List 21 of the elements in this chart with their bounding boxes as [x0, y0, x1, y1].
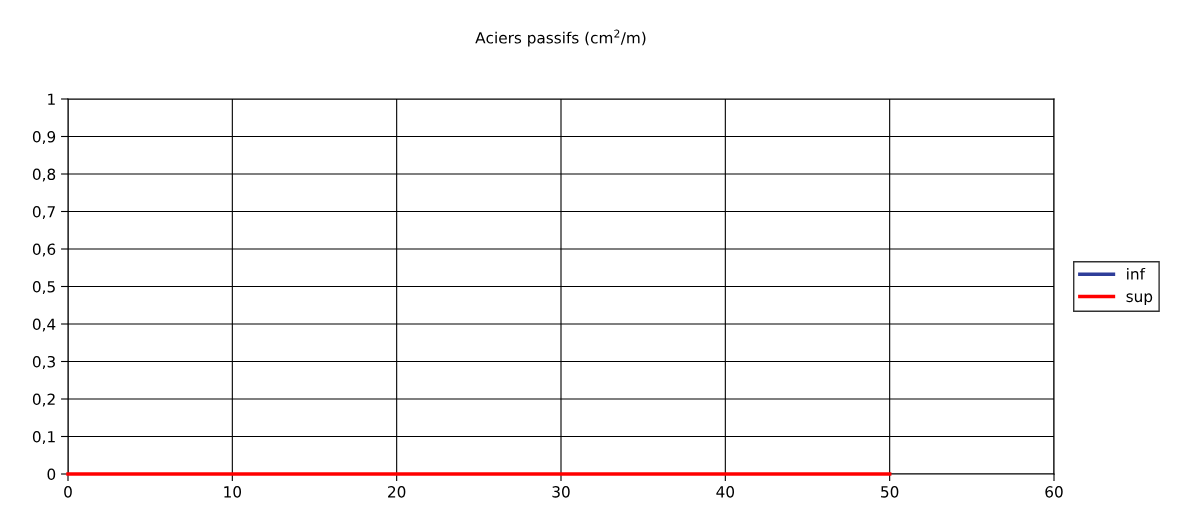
x-tick-label: 50	[881, 486, 899, 498]
x-tick-label: 30	[552, 486, 570, 498]
legend-label: sup	[1126, 293, 1153, 306]
y-tick-label: 0	[47, 468, 56, 481]
y-tick-label: 0,7	[32, 205, 55, 220]
y-tick-label: 0,1	[32, 430, 55, 445]
x-tick-label: 40	[716, 486, 735, 498]
x-tick-label: 0	[64, 486, 72, 498]
y-tick-label: 0,6	[32, 243, 56, 257]
y-tick-label: 0,9	[32, 130, 56, 145]
legend-label: inf	[1127, 267, 1146, 280]
y-tick-label: 0,8	[32, 168, 56, 182]
y-tick-label: 0,3	[32, 355, 55, 370]
y-tick-label: 0,4	[32, 318, 56, 332]
x-tick-label: 60	[1045, 486, 1063, 498]
x-tick-label: 20	[388, 486, 406, 498]
y-tick-label: 1	[48, 93, 55, 105]
chart-title: Aciers passifs (cm$^{2}$/m)	[475, 29, 646, 47]
x-tick-label: 10	[224, 486, 242, 498]
y-tick-label: 0,2	[32, 393, 55, 407]
y-tick-label: 0,5	[32, 280, 55, 295]
